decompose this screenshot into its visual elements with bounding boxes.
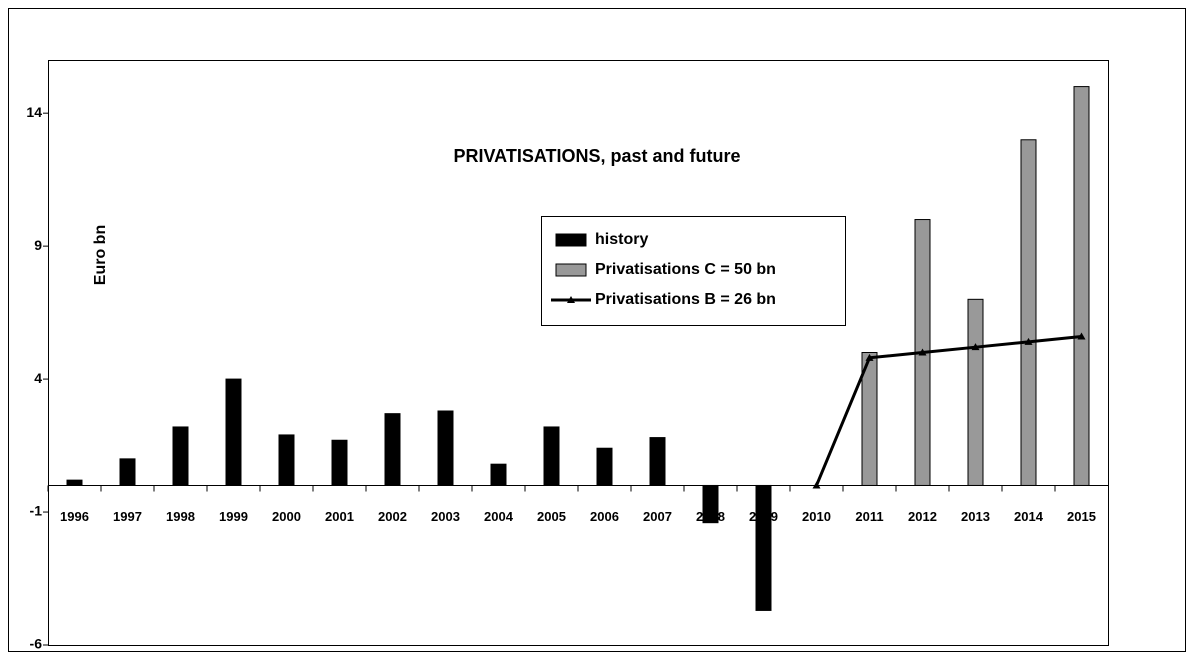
bar: [490, 463, 507, 486]
plot-area: [48, 60, 1109, 646]
x-tick-label: 2006: [590, 509, 619, 524]
marker: [971, 343, 980, 351]
x-tick-label: 2005: [537, 509, 566, 524]
bar: [437, 410, 454, 486]
bar: [278, 434, 295, 486]
marker: [1077, 332, 1086, 340]
y-axis-label: Euro bn: [92, 225, 109, 285]
line: [815, 335, 1082, 487]
bar: [755, 484, 772, 611]
bar: [861, 352, 878, 486]
bar: [331, 439, 348, 486]
bar: [384, 413, 401, 486]
x-tick-label: 1999: [219, 509, 248, 524]
bar: [225, 378, 242, 486]
legend-marker: [567, 296, 575, 303]
x-tick-label: 1998: [166, 509, 195, 524]
legend-label: Privatisations B = 26 bn: [595, 291, 776, 308]
bar: [543, 426, 560, 486]
y-tick-label: 9: [34, 237, 42, 253]
x-tick-label: 1997: [113, 509, 142, 524]
x-tick-label: 2003: [431, 509, 460, 524]
bar: [967, 298, 984, 486]
chart-border: [8, 8, 1186, 652]
bar: [119, 458, 136, 486]
bar: [649, 437, 666, 486]
bar: [1020, 139, 1037, 486]
x-tick-label: 2001: [325, 509, 354, 524]
x-tick-label: 2010: [802, 509, 831, 524]
marker: [1024, 337, 1033, 345]
y-tick-label: 14: [26, 104, 42, 120]
x-tick-label: 2004: [484, 509, 514, 524]
bar: [172, 426, 189, 486]
bar: [596, 447, 613, 486]
x-tick-label: 2000: [272, 509, 301, 524]
x-tick-label: 2013: [961, 509, 990, 524]
bar: [1073, 86, 1090, 486]
x-tick-label: 2015: [1067, 509, 1096, 524]
x-tick-label: 2002: [378, 509, 407, 524]
x-tick-label: 1996: [60, 509, 89, 524]
y-tick-label: 4: [34, 370, 42, 386]
legend-label: Privatisations C = 50 bn: [595, 261, 776, 278]
bar: [66, 479, 83, 486]
marker: [812, 481, 821, 489]
bar: [702, 484, 719, 524]
legend-swatch: [555, 263, 587, 277]
marker: [865, 353, 874, 361]
chart-title: PRIVATISATIONS, past and future: [453, 146, 740, 166]
legend-swatch: [555, 233, 587, 247]
x-tick-label: 2011: [855, 509, 883, 524]
x-tick-label: 2012: [908, 509, 937, 524]
y-tick-label: -1: [30, 503, 43, 519]
y-tick-label: -6: [30, 636, 43, 652]
x-tick-label: 2007: [643, 509, 672, 524]
marker: [918, 348, 927, 356]
x-tick-label: 2014: [1014, 509, 1044, 524]
legend-label: history: [595, 231, 648, 248]
legend: [541, 216, 846, 326]
